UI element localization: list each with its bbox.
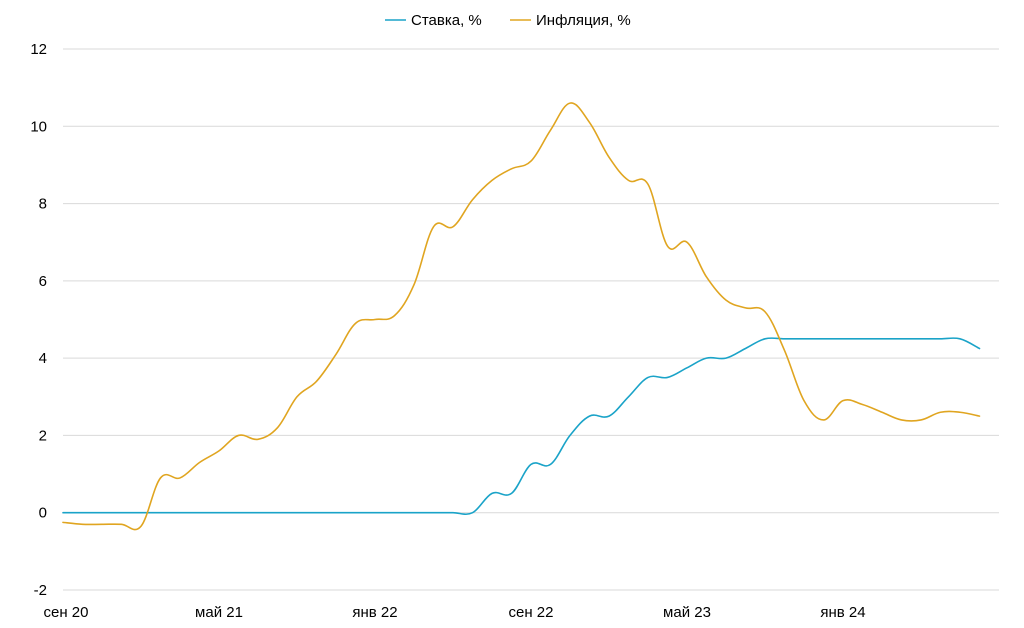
chart-series [62,102,981,531]
y-tick-label: 2 [39,427,47,444]
x-tick-label: янв 22 [352,604,397,621]
chart-grid [63,48,999,591]
legend-label: Ставка, % [411,12,482,29]
x-tick-label: май 23 [663,604,711,621]
x-tick-label: янв 24 [820,604,865,621]
y-axis-ticks: -2 0 2 4 6 8 10 12 [30,41,47,599]
y-tick-label: 0 [39,505,47,522]
x-tick-label: сен 20 [44,604,89,621]
x-tick-label: сен 22 [509,604,554,621]
legend-label: Инфляция, % [536,12,631,29]
series-line-inflation [62,102,981,531]
y-tick-label: 10 [30,118,47,135]
y-tick-label: -2 [34,582,47,599]
y-tick-label: 4 [39,350,47,367]
y-tick-label: 8 [39,196,47,213]
series-line-rate [62,337,981,516]
x-axis-ticks: сен 20 май 21 янв 22 сен 22 май 23 янв 24 [44,604,866,621]
y-tick-label: 12 [30,41,47,58]
x-tick-label: май 21 [195,604,243,621]
chart-legend: Ставка, % Инфляция, % [385,12,631,29]
y-tick-label: 6 [39,273,47,290]
